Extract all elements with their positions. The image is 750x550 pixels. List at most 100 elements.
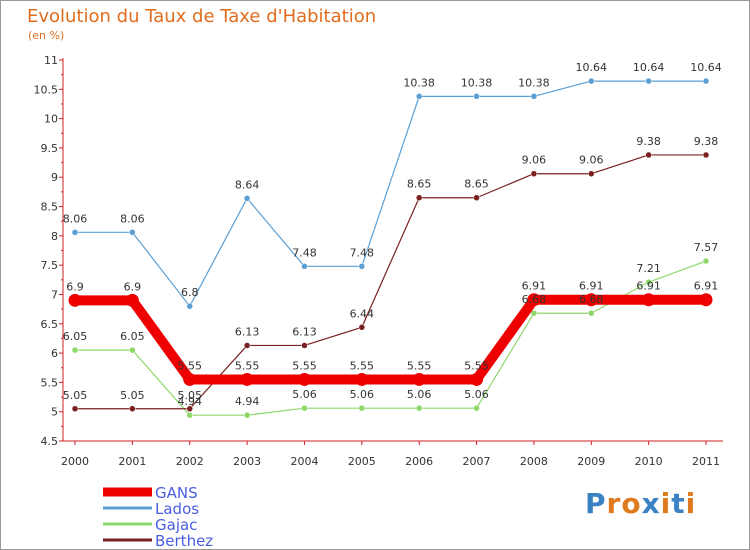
data-point-lados [415, 93, 423, 100]
y-tick-label: 11 [44, 54, 58, 67]
data-label-gans: 6.91 [579, 280, 604, 293]
y-tick-label: 7 [51, 288, 58, 301]
data-label-berthez: 6.13 [235, 325, 260, 338]
data-label-gans: 6.91 [522, 280, 547, 293]
data-point-lados [186, 302, 193, 310]
data-point-lados [129, 229, 136, 236]
x-tick-label: 2005 [348, 455, 376, 468]
data-label-lados: 6.8 [181, 286, 199, 299]
data-label-berthez: 6.44 [350, 307, 375, 320]
data-label-gans: 5.55 [292, 359, 317, 372]
data-label-lados: 8.64 [235, 178, 260, 191]
x-tick-label: 2008 [520, 455, 548, 468]
chart-title: Evolution du Taux de Taxe d'Habitation [27, 6, 377, 27]
data-label-gans: 6.9 [66, 280, 84, 293]
logo-letter: x [641, 487, 661, 520]
data-point-gajac [186, 411, 193, 419]
data-label-gajac: 4.94 [177, 395, 202, 408]
data-point-gans [183, 372, 197, 386]
data-point-gans [470, 372, 484, 386]
data-label-lados: 10.38 [461, 76, 493, 89]
data-point-gajac [129, 346, 136, 354]
y-tick-label: 8.5 [41, 201, 59, 214]
x-tick-label: 2002 [176, 455, 204, 468]
x-tick-label: 2006 [405, 455, 433, 468]
logo-letter: r [606, 487, 622, 520]
data-label-gans: 6.91 [636, 280, 661, 293]
data-label-gans: 5.55 [177, 359, 202, 372]
data-label-lados: 7.48 [350, 246, 375, 259]
x-tick-label: 2009 [577, 455, 605, 468]
data-label-gajac: 6.05 [63, 330, 88, 343]
data-label-berthez: 8.65 [464, 178, 489, 191]
x-tick-label: 2000 [61, 455, 89, 468]
y-tick-label: 6 [51, 347, 58, 360]
series-line-lados [75, 80, 706, 307]
y-unit-label: (en %) [28, 29, 65, 42]
data-label-lados: 10.64 [690, 61, 722, 74]
series-line-berthez [75, 154, 706, 410]
data-label-gans: 5.55 [350, 359, 375, 372]
data-point-gans [125, 293, 139, 307]
logo-letter: i [685, 487, 697, 520]
data-label-lados: 10.38 [403, 76, 435, 89]
legend-label-berthez: Berthez [155, 532, 213, 550]
legend-label-lados: Lados [155, 500, 199, 518]
data-label-gajac: 5.06 [292, 388, 317, 401]
x-tick-label: 2003 [233, 455, 261, 468]
data-label-berthez: 9.38 [694, 135, 719, 148]
data-point-lados [588, 77, 595, 85]
data-point-gajac [243, 411, 251, 419]
logo-letter: t [671, 487, 686, 520]
data-point-berthez [473, 194, 480, 201]
x-tick-label: 2007 [463, 455, 491, 468]
data-label-berthez: 9.06 [522, 154, 547, 167]
data-label-lados: 10.64 [633, 61, 665, 74]
data-point-gajac [588, 309, 595, 317]
legend-label-gans: GANS [155, 484, 198, 502]
y-tick-label: 4.5 [41, 435, 59, 448]
data-label-gajac: 7.57 [694, 241, 719, 254]
data-label-lados: 10.64 [576, 61, 608, 74]
data-point-lados [71, 229, 79, 236]
data-point-berthez [129, 405, 136, 413]
data-point-lados [473, 93, 480, 100]
data-point-gajac [301, 404, 308, 412]
x-tick-label: 2001 [118, 455, 146, 468]
data-point-gans [642, 293, 656, 307]
data-point-gans [527, 293, 541, 307]
legend-label-gajac: Gajac [155, 516, 197, 534]
data-label-gajac: 5.06 [464, 388, 489, 401]
data-point-gans [355, 372, 369, 386]
data-point-lados [358, 263, 366, 270]
data-label-gajac: 5.06 [350, 388, 375, 401]
logo-letter: i [660, 487, 672, 520]
data-label-gajac: 6.68 [579, 293, 604, 306]
data-point-berthez [358, 324, 366, 331]
data-point-gajac [473, 404, 480, 412]
data-point-lados [243, 195, 251, 202]
data-label-gans: 6.91 [694, 280, 719, 293]
data-point-lados [645, 77, 652, 85]
y-tick-label: 5 [51, 406, 58, 419]
logo-letter: o [621, 487, 642, 520]
data-point-gans [584, 293, 598, 307]
data-point-gans [68, 293, 82, 307]
data-point-lados [702, 77, 710, 85]
data-point-berthez [588, 170, 595, 177]
logo-letter: P [585, 487, 607, 520]
data-point-lados [301, 263, 308, 270]
data-point-gans [240, 372, 254, 386]
data-point-gajac [645, 278, 652, 286]
data-point-gajac [71, 346, 79, 354]
data-point-gans [297, 372, 311, 386]
data-point-berthez [186, 405, 193, 413]
data-point-berthez [645, 151, 652, 159]
data-point-lados [530, 93, 538, 100]
data-label-lados: 7.48 [292, 246, 317, 259]
data-label-berthez: 8.65 [407, 178, 432, 191]
series-line-gajac [75, 260, 707, 416]
data-point-gajac [702, 257, 710, 265]
x-tick-label: 2004 [290, 455, 318, 468]
